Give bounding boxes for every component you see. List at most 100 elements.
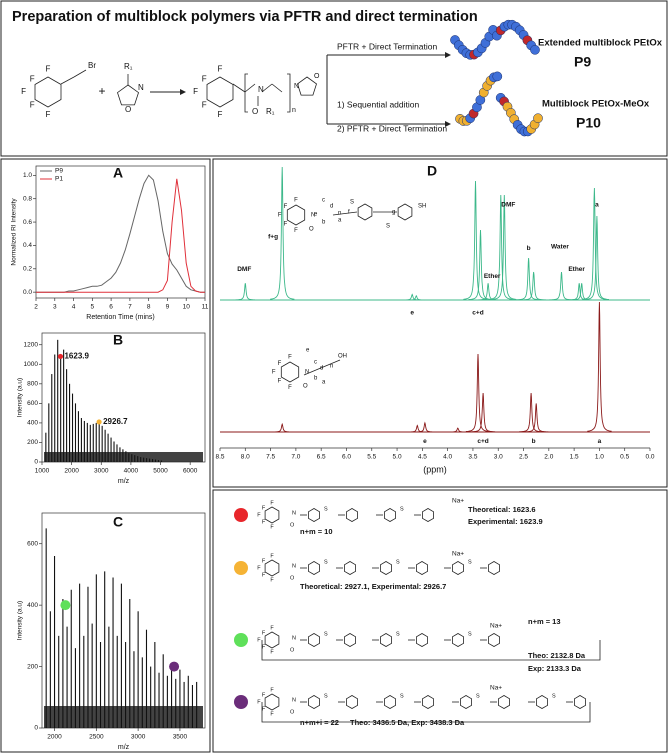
nmr-peak bbox=[270, 422, 295, 433]
label: O bbox=[290, 575, 295, 581]
ring bbox=[344, 561, 356, 575]
peak-label: DMF bbox=[501, 202, 515, 209]
assignment-dot bbox=[234, 508, 248, 522]
x-tick-label: 2 bbox=[34, 304, 38, 311]
label: O bbox=[303, 384, 308, 390]
bond bbox=[261, 83, 273, 93]
y-tick-label: 0.8 bbox=[23, 195, 32, 202]
x-tick-label: 11 bbox=[202, 304, 209, 311]
bond bbox=[271, 83, 283, 93]
nmr-box bbox=[212, 158, 668, 488]
x-tick-label: 10 bbox=[183, 304, 191, 311]
nmr-peak bbox=[488, 194, 513, 300]
ring bbox=[416, 633, 428, 647]
x-tick-label: 6.0 bbox=[342, 454, 351, 461]
label: S bbox=[476, 693, 480, 699]
label: F bbox=[202, 74, 207, 83]
nmr-peak bbox=[269, 166, 295, 300]
nmr-peak bbox=[465, 353, 491, 433]
ring bbox=[380, 561, 392, 575]
ring bbox=[452, 561, 464, 575]
label: S bbox=[400, 506, 404, 512]
label: F bbox=[262, 645, 266, 651]
nmr-peak bbox=[584, 215, 609, 300]
legend-label: P9 bbox=[55, 168, 63, 175]
y-tick-label: 600 bbox=[27, 400, 38, 407]
x-tick-label: 3.0 bbox=[494, 454, 503, 461]
nmr-peak bbox=[516, 257, 541, 301]
label: F bbox=[270, 578, 274, 584]
label: S bbox=[386, 224, 390, 230]
assignment-text: Experimental: 1623.9 bbox=[468, 517, 543, 526]
label: F bbox=[30, 101, 35, 110]
label: F bbox=[272, 370, 276, 376]
label: F bbox=[262, 573, 266, 579]
structure-label: OH bbox=[338, 354, 347, 360]
x-tick-label: 4 bbox=[72, 304, 76, 311]
bond bbox=[332, 211, 358, 216]
label: P10 bbox=[576, 115, 601, 131]
x-tick-label: 7.5 bbox=[266, 454, 275, 461]
series-line bbox=[36, 178, 205, 293]
ring bbox=[357, 203, 373, 221]
ring bbox=[488, 633, 500, 647]
ring bbox=[346, 508, 358, 522]
assignment-text: Theoretical: 2927.1, Experimental: 2926.… bbox=[300, 582, 446, 591]
structure-label: d bbox=[330, 204, 333, 210]
x-tick-label: 1.0 bbox=[595, 454, 604, 461]
label: N bbox=[138, 83, 144, 92]
x-tick-label: 4.5 bbox=[418, 454, 427, 461]
label: N bbox=[311, 213, 315, 219]
label: F bbox=[270, 625, 274, 631]
label: Br bbox=[88, 61, 96, 70]
x-tick-label: 4.0 bbox=[443, 454, 452, 461]
x-axis-label: Retention Time (mins) bbox=[86, 314, 154, 321]
peak-label: Ether bbox=[484, 273, 501, 280]
ring bbox=[384, 508, 396, 522]
peak-label: DMF bbox=[237, 266, 251, 273]
label: S bbox=[468, 631, 472, 637]
structure-label: a bbox=[338, 218, 342, 224]
peak-label: b bbox=[532, 438, 536, 445]
label: F bbox=[288, 385, 292, 391]
label: F bbox=[270, 500, 274, 506]
x-tick-label: 5000 bbox=[153, 468, 168, 475]
y-tick-label: 0.6 bbox=[23, 219, 32, 226]
ring bbox=[384, 695, 396, 709]
x-tick-label: 0.0 bbox=[645, 454, 654, 461]
label: S bbox=[400, 693, 404, 699]
annotation-marker bbox=[57, 353, 64, 360]
ring bbox=[397, 203, 413, 221]
label: F bbox=[262, 559, 266, 565]
y-tick-label: 400 bbox=[27, 602, 38, 609]
nmr-peak bbox=[569, 283, 594, 301]
assignment-text: Theo: 3436.5 Da, Exp: 3438.3 Da bbox=[350, 718, 465, 727]
label: F bbox=[46, 110, 51, 119]
nmr-peak bbox=[519, 392, 544, 433]
ring bbox=[297, 76, 317, 96]
label: F bbox=[288, 354, 292, 360]
peak-label: e bbox=[423, 438, 427, 445]
panel-label: A bbox=[113, 165, 123, 181]
ring bbox=[498, 695, 510, 709]
y-tick-label: 1.0 bbox=[23, 172, 32, 179]
y-tick-label: 0.0 bbox=[23, 289, 32, 296]
structure-label: g bbox=[392, 210, 395, 216]
x-tick-label: 2000 bbox=[47, 734, 62, 741]
label: F bbox=[284, 204, 288, 210]
y-axis-label: Intensity (a.u) bbox=[17, 601, 24, 640]
x-tick-label: 1.5 bbox=[570, 454, 579, 461]
label: F bbox=[278, 379, 282, 385]
ring bbox=[344, 633, 356, 647]
label: N bbox=[258, 85, 264, 94]
y-tick-label: 200 bbox=[27, 439, 38, 446]
left-box bbox=[0, 158, 211, 753]
x-tick-label: 3000 bbox=[131, 734, 146, 741]
nmr-peak bbox=[463, 180, 488, 300]
x-tick-label: 3.5 bbox=[468, 454, 477, 461]
y-tick-label: 200 bbox=[27, 663, 38, 670]
label: P9 bbox=[574, 54, 591, 70]
bond bbox=[244, 83, 256, 93]
structure-label: d bbox=[320, 366, 323, 372]
plot-frame bbox=[35, 165, 206, 299]
